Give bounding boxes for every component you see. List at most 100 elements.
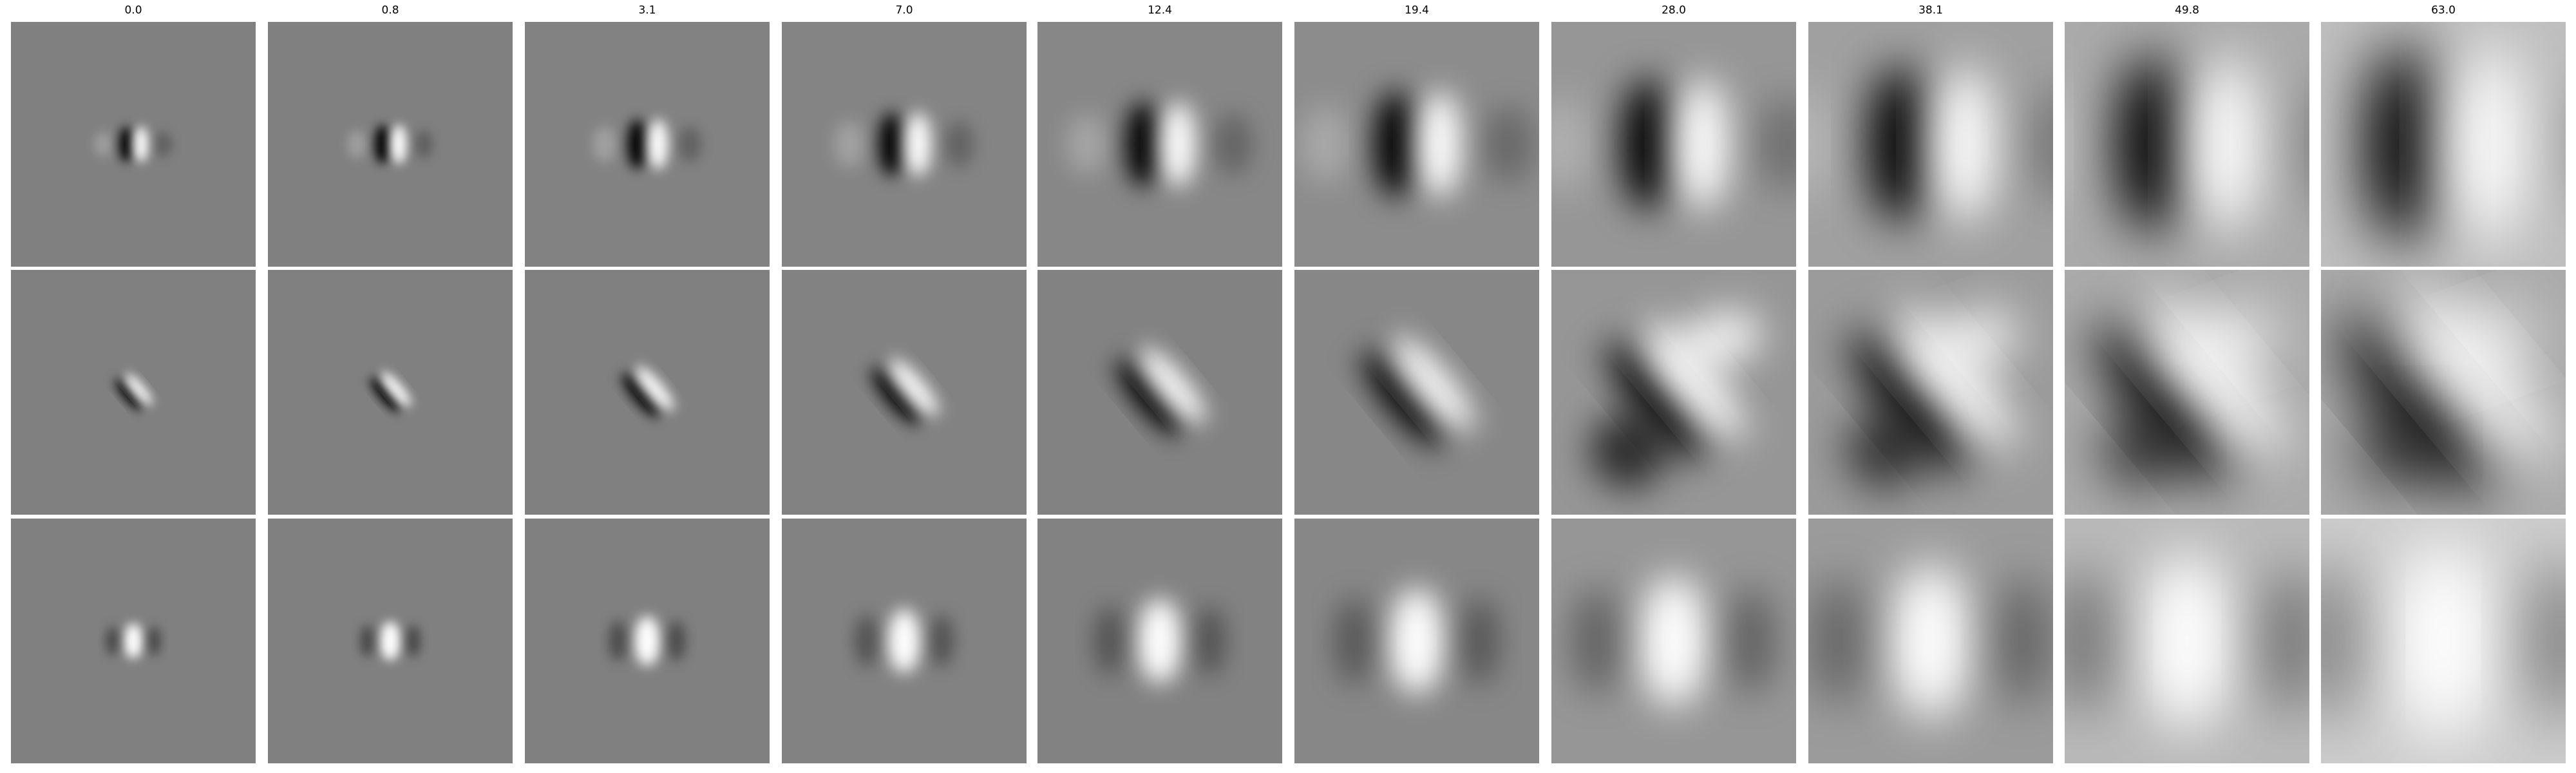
dark-lobe xyxy=(1460,597,1499,685)
filter-tile xyxy=(525,270,770,515)
light-lobe xyxy=(391,124,407,164)
filter-tile xyxy=(2321,519,2566,763)
filter-tile xyxy=(11,270,256,515)
dark-lobe xyxy=(1362,350,1444,446)
light-lobe xyxy=(95,131,111,157)
light-lobe xyxy=(1161,102,1196,187)
filter-tile xyxy=(525,22,770,267)
dark-lobe xyxy=(1851,331,1971,470)
filter-image xyxy=(2065,22,2309,267)
filter-image xyxy=(2321,519,2566,763)
light-lobe xyxy=(2190,55,2261,233)
light-lobe xyxy=(1301,106,1349,183)
light-lobe xyxy=(348,130,366,158)
light-lobe xyxy=(2188,309,2276,372)
column-title: 63.0 xyxy=(2431,4,2456,17)
column-title: 28.0 xyxy=(1662,4,1686,17)
column-title: 49.8 xyxy=(2175,4,2199,17)
column-title: 0.8 xyxy=(381,4,399,17)
tile-background xyxy=(268,22,513,267)
filter-tile xyxy=(11,519,256,763)
filter-tile xyxy=(2065,519,2309,763)
light-lobe xyxy=(2396,289,2548,466)
filter-image xyxy=(1551,270,1796,515)
filter-image xyxy=(1294,22,1539,267)
dark-lobe xyxy=(115,378,143,410)
filter-tile xyxy=(268,519,513,763)
dark-lobe xyxy=(1126,102,1160,187)
dark-lobe xyxy=(1195,606,1226,676)
dark-lobe xyxy=(621,372,660,417)
light-lobe xyxy=(1642,324,1743,441)
filter-tile xyxy=(2321,270,2566,515)
dark-lobe xyxy=(1810,577,1867,705)
dark-lobe xyxy=(147,626,161,656)
filter-tile xyxy=(1808,22,2053,267)
light-lobe xyxy=(2445,309,2532,372)
light-lobe xyxy=(648,119,668,169)
dark-lobe xyxy=(2103,412,2181,489)
filter-image xyxy=(525,270,770,515)
light-lobe xyxy=(124,374,153,406)
filter-tile xyxy=(2065,270,2309,515)
dark-lobe xyxy=(2300,102,2309,186)
filter-image xyxy=(1808,519,2053,763)
light-lobe xyxy=(134,126,148,162)
dark-lobe xyxy=(2030,91,2053,198)
column-title: 38.1 xyxy=(1918,4,1943,17)
filter-image xyxy=(11,270,256,515)
dark-lobe xyxy=(360,625,375,657)
light-lobe xyxy=(1391,337,1473,432)
dark-lobe xyxy=(2321,560,2362,722)
column-title: 12.4 xyxy=(1148,4,1172,17)
filter-image xyxy=(2065,519,2309,763)
light-lobe xyxy=(381,372,411,407)
light-lobe xyxy=(1891,563,1971,719)
dark-lobe xyxy=(1484,106,1533,183)
filter-tile xyxy=(1808,519,2053,763)
filter-image xyxy=(11,519,256,763)
dark-lobe xyxy=(2096,323,2233,481)
filter-tile xyxy=(1037,519,1282,763)
column-title: 3.1 xyxy=(638,4,656,17)
light-lobe xyxy=(1808,91,1832,198)
filter-tile xyxy=(525,519,770,763)
tile-background xyxy=(782,22,1027,267)
dark-lobe xyxy=(627,119,647,169)
filter-tile xyxy=(268,270,513,515)
filter-image xyxy=(268,270,513,515)
dark-lobe xyxy=(370,377,401,412)
light-lobe xyxy=(1551,97,1591,192)
dark-lobe xyxy=(1994,577,2051,705)
column-title: 19.4 xyxy=(1405,4,1429,17)
dark-lobe xyxy=(667,620,686,662)
dark-lobe xyxy=(2259,568,2309,714)
dark-lobe xyxy=(1094,606,1125,676)
dark-lobe xyxy=(1374,91,1417,198)
dark-lobe xyxy=(1214,113,1253,175)
filter-tile xyxy=(782,22,1027,267)
light-lobe xyxy=(124,623,142,659)
dark-lobe xyxy=(855,615,878,667)
filter-tile xyxy=(782,270,1027,515)
dark-lobe xyxy=(156,131,172,157)
dark-lobe xyxy=(1116,359,1182,435)
dark-lobe xyxy=(679,126,701,162)
filter-image xyxy=(1808,22,2053,267)
filter-image xyxy=(782,519,1027,763)
filter-tile xyxy=(1294,519,1539,763)
column-title: 7.0 xyxy=(895,4,913,17)
filter-tile xyxy=(1551,270,1796,515)
light-lobe xyxy=(1419,91,1461,198)
light-lobe xyxy=(2065,102,2074,186)
filter-image xyxy=(1808,270,2053,515)
dark-lobe xyxy=(415,130,433,158)
filter-image xyxy=(1294,270,1539,515)
filter-image xyxy=(1294,519,1539,763)
light-lobe xyxy=(1390,587,1444,694)
light-lobe xyxy=(887,609,921,673)
light-lobe xyxy=(2142,552,2232,730)
light-lobe xyxy=(1138,598,1182,683)
dark-lobe xyxy=(106,626,119,656)
light-lobe xyxy=(2447,45,2526,243)
